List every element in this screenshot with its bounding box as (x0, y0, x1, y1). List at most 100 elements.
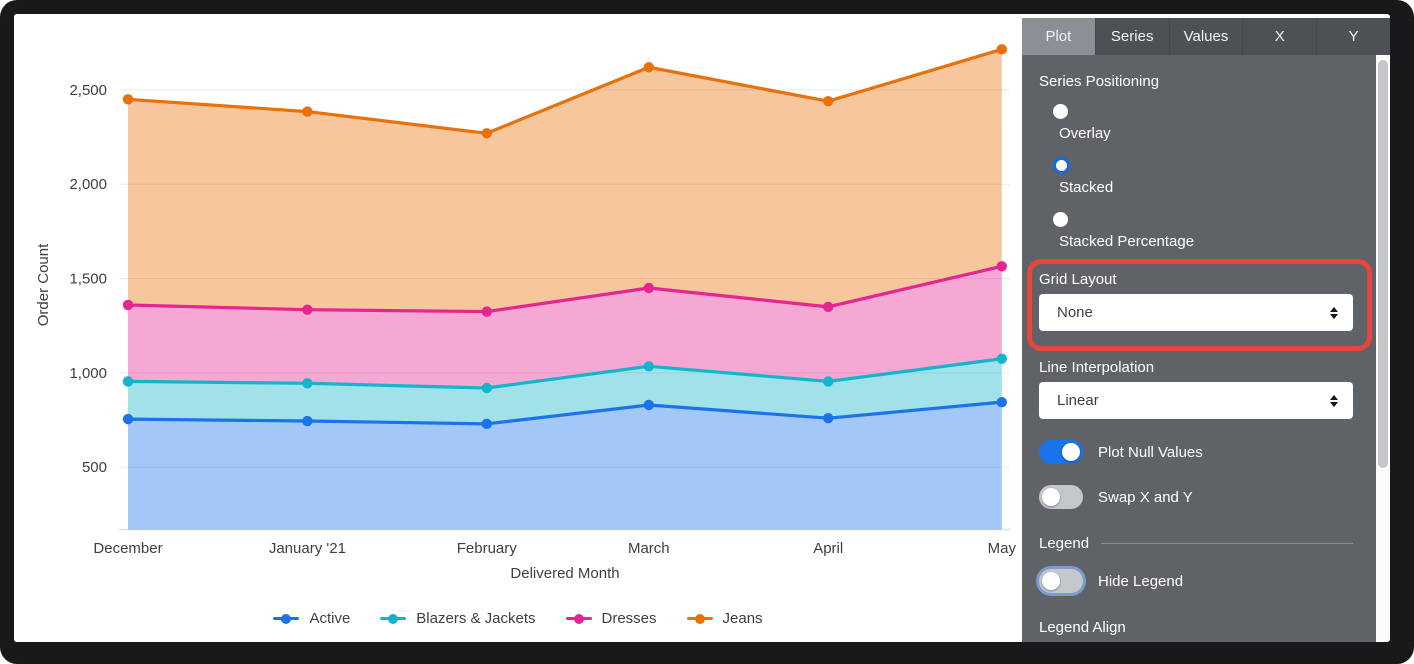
legend-label: Jeans (722, 610, 763, 627)
area-blazers-jackets (128, 358, 1002, 424)
toggle-rows: Plot Null Values Swap X and Y (1039, 440, 1353, 509)
grid-layout-select[interactable]: None (1039, 294, 1353, 331)
data-point-blazers-jackets[interactable] (302, 378, 313, 389)
data-point-jeans[interactable] (302, 106, 313, 117)
settings-panel: Plot Series Values X Y Series Positioning Ov… (1022, 18, 1390, 642)
y-tick-label: 1,500 (69, 271, 107, 288)
data-point-jeans[interactable] (481, 128, 492, 139)
toggle-label: Hide Legend (1098, 572, 1184, 590)
legend-dot-icon (573, 613, 584, 624)
radio-unselected-icon[interactable] (1053, 104, 1068, 119)
updown-arrows-icon (1330, 306, 1338, 319)
legend-dot-icon (388, 613, 399, 624)
data-point-dresses[interactable] (643, 282, 655, 294)
toggle-knob[interactable] (1042, 488, 1060, 506)
legend-marker-icon (380, 613, 407, 624)
data-point-blazers-jackets[interactable] (481, 382, 492, 394)
legend-item-blazers-jackets[interactable]: Blazers & Jackets (380, 610, 536, 627)
data-point-active[interactable] (996, 396, 1007, 408)
legend-label: Active (309, 610, 351, 627)
data-point-jeans[interactable] (122, 94, 134, 105)
data-point-active[interactable] (481, 418, 492, 430)
legend-marker-icon (273, 613, 300, 624)
y-tick-label: 500 (82, 459, 107, 476)
data-point-dresses[interactable] (122, 299, 134, 311)
y-tick-label: 2,500 (69, 82, 107, 99)
legend-item-jeans[interactable]: Jeans (686, 610, 763, 627)
updown-arrows-icon (1330, 394, 1338, 407)
radio-label: Stacked Percentage (1059, 233, 1195, 250)
data-point-jeans[interactable] (643, 62, 655, 73)
toggle-knob[interactable] (1062, 443, 1080, 461)
toggle-hide-legend[interactable] (1039, 569, 1083, 593)
chart-pane: 500 1,000 1,500 2,000 2,500 December January '… (14, 14, 1022, 642)
line-dresses (126, 264, 1004, 314)
data-point-jeans[interactable] (822, 96, 834, 107)
area-dresses (128, 266, 1002, 388)
x-tick-label: March (628, 540, 670, 557)
legend-item-active[interactable]: Active (273, 610, 350, 627)
radio-label: Overlay (1059, 125, 1111, 142)
legend-align-label: Legend Align (1039, 619, 1126, 636)
tab-x[interactable]: X (1242, 18, 1316, 55)
hide-legend-row: Hide Legend (1039, 569, 1353, 593)
x-tick-label: February (457, 540, 518, 557)
tab-y[interactable]: Y (1316, 18, 1390, 55)
line-jeans (126, 47, 1004, 135)
grid-layout-value: None (1057, 304, 1093, 321)
x-tick-label: April (813, 540, 843, 557)
data-point-jeans[interactable] (996, 44, 1007, 55)
toggle-knob[interactable] (1042, 572, 1060, 590)
radio-option-stacked[interactable]: Stacked (1053, 157, 1353, 198)
legend-section-header: Legend (1039, 535, 1353, 552)
line-blazers-jackets (126, 357, 1004, 390)
y-tick-label: 1,000 (69, 365, 107, 382)
data-point-active[interactable] (302, 415, 313, 427)
series-positioning-label: Series Positioning (1039, 73, 1160, 90)
data-point-blazers-jackets[interactable] (822, 376, 834, 387)
data-point-active[interactable] (822, 412, 834, 424)
area-active (128, 402, 1002, 530)
legend-dot-icon (694, 613, 705, 624)
data-point-active[interactable] (643, 399, 655, 411)
legend-marker-icon (686, 613, 713, 624)
tab-series[interactable]: Series (1094, 18, 1169, 55)
y-axis-title: Order Count (35, 243, 52, 326)
radio-selected-icon[interactable] (1053, 157, 1070, 174)
panel-main: Series Positioning Overlay Stacked Stacked… (1022, 55, 1390, 642)
app-content: 500 1,000 1,500 2,000 2,500 December January '… (14, 14, 1390, 642)
x-tick-label: May (988, 540, 1017, 557)
tab-plot[interactable]: Plot (1022, 18, 1095, 55)
toggle-label: Swap X and Y (1098, 488, 1193, 506)
area-jeans (128, 49, 1002, 312)
toggle-row-hide-legend: Hide Legend (1039, 569, 1353, 593)
x-tick-label: December (93, 540, 162, 557)
panel-scrollbar-track[interactable] (1376, 55, 1390, 642)
data-point-blazers-jackets[interactable] (643, 361, 655, 372)
toggle-plot-null-values[interactable] (1039, 440, 1083, 464)
legend-marker-icon (565, 613, 592, 624)
data-point-dresses[interactable] (996, 261, 1007, 272)
data-point-blazers-jackets[interactable] (996, 353, 1007, 364)
line-active (126, 400, 1004, 426)
annotation-highlight-box: Grid Layout None (1027, 259, 1372, 351)
data-point-dresses[interactable] (481, 306, 492, 317)
legend-item-dresses[interactable]: Dresses (565, 610, 657, 627)
x-axis-title: Delivered Month (510, 565, 619, 582)
radio-option-overlay[interactable]: Overlay (1053, 104, 1353, 144)
toggle-row-swap-x-and-y: Swap X and Y (1039, 485, 1353, 509)
radio-option-stacked-percentage[interactable]: Stacked Percentage (1053, 212, 1353, 252)
line-interpolation-select[interactable]: Linear (1039, 382, 1353, 419)
data-point-dresses[interactable] (822, 301, 834, 313)
toggle-label: Plot Null Values (1098, 443, 1203, 461)
line-interpolation-value: Linear (1057, 392, 1099, 409)
data-point-dresses[interactable] (302, 304, 313, 315)
data-point-active[interactable] (122, 413, 134, 425)
line-interpolation-label: Line Interpolation (1039, 359, 1155, 376)
data-point-blazers-jackets[interactable] (122, 376, 134, 387)
radio-unselected-icon[interactable] (1053, 212, 1068, 227)
tab-values[interactable]: Values (1168, 18, 1243, 55)
panel-scrollbar-thumb[interactable] (1378, 60, 1388, 468)
toggle-swap-x-and-y[interactable] (1039, 485, 1083, 509)
